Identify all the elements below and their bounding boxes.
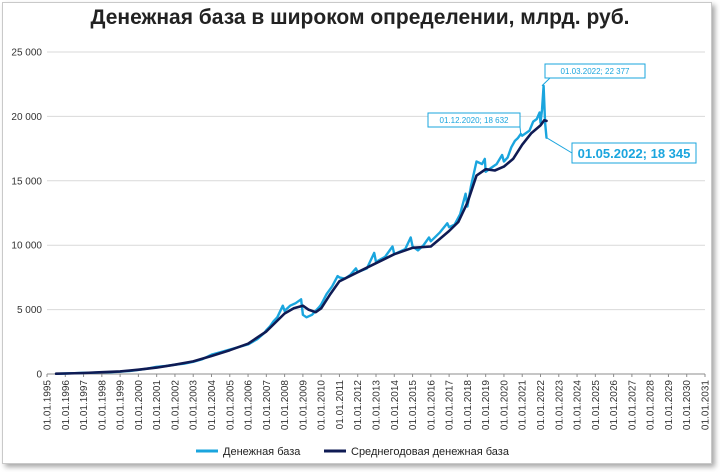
x-tick-label: 01.01.1995 [43, 380, 54, 430]
x-tick-label: 01.01.2004 [207, 380, 218, 430]
x-tick-label: 01.01.2029 [664, 380, 675, 430]
x-tick-label: 01.01.2013 [372, 380, 383, 430]
x-tick-label: 01.01.2000 [134, 380, 145, 430]
y-tick-label: 5 000 [17, 305, 42, 316]
annotation-leader [541, 77, 551, 87]
annotation-leader [546, 137, 573, 154]
series-line-2 [54, 119, 548, 376]
y-tick-label: 10 000 [11, 241, 42, 252]
x-tick-label: 01.01.1996 [61, 380, 72, 430]
x-tick-label: 01.01.2014 [390, 380, 401, 430]
x-tick-label: 01.01.2012 [353, 380, 364, 430]
x-tick-label: 01.01.2006 [244, 380, 255, 430]
annotation-box [571, 142, 697, 164]
annotation-label: 01.05.2022; 18 345 [578, 146, 691, 161]
x-tick-label: 01.01.2011 [335, 380, 346, 430]
x-tick-label: 01.01.2005 [225, 380, 236, 430]
x-tick-label: 01.01.2002 [170, 380, 181, 430]
x-tick-label: 01.01.2015 [408, 380, 419, 430]
x-tick-label: 01.01.2008 [280, 380, 291, 430]
x-tick-label: 01.01.2009 [298, 380, 309, 430]
x-tick-label: 01.01.2027 [627, 380, 638, 430]
annotation-box [544, 63, 646, 79]
x-tick-label: 01.01.2007 [262, 380, 273, 430]
x-tick-label: 01.01.2025 [591, 380, 602, 430]
x-tick-label: 01.01.2024 [573, 380, 584, 430]
x-tick-label: 01.01.1997 [79, 380, 90, 430]
annotation-leader [519, 126, 522, 135]
x-tick-label: 01.01.2019 [481, 380, 492, 430]
chart-title: Денежная база в широком определении, млр… [90, 6, 630, 29]
x-tick-label: 01.01.2001 [152, 380, 163, 430]
y-tick-label: 25 000 [11, 48, 42, 59]
x-tick-label: 01.01.2016 [426, 380, 437, 430]
x-tick-label: 01.01.2022 [536, 380, 547, 430]
y-tick-label: 20 000 [11, 112, 42, 123]
x-tick-label: 01.01.2003 [189, 380, 200, 430]
annotation-label: 01.03.2022; 22 377 [561, 67, 631, 76]
x-tick-label: 01.01.2021 [518, 380, 529, 430]
x-tick-label: 01.01.2026 [609, 380, 620, 430]
chart-frame [2, 2, 712, 464]
x-tick-label: 01.01.2028 [646, 380, 657, 430]
x-tick-label: 01.01.2030 [682, 380, 693, 430]
x-tick-label: 01.01.1998 [97, 380, 108, 430]
x-tick-label: 01.01.2018 [463, 380, 474, 430]
x-tick-label: 01.01.2023 [554, 380, 565, 430]
x-tick-label: 01.01.2020 [499, 380, 510, 430]
legend-label: Среднегодовая денежная база [351, 446, 510, 458]
annotation-label: 01.12.2020; 18 632 [440, 116, 510, 125]
x-tick-label: 01.01.1999 [116, 380, 127, 430]
x-tick-label: 01.01.2010 [317, 380, 328, 430]
series-line-1 [54, 84, 548, 375]
x-tick-label: 01.01.2017 [445, 380, 456, 430]
legend-label: Денежная база [223, 446, 301, 458]
y-tick-label: 15 000 [11, 176, 42, 187]
annotation-box [427, 112, 521, 128]
x-tick-label: 01.01.2031 [701, 380, 712, 430]
y-tick-label: 0 [36, 370, 42, 381]
